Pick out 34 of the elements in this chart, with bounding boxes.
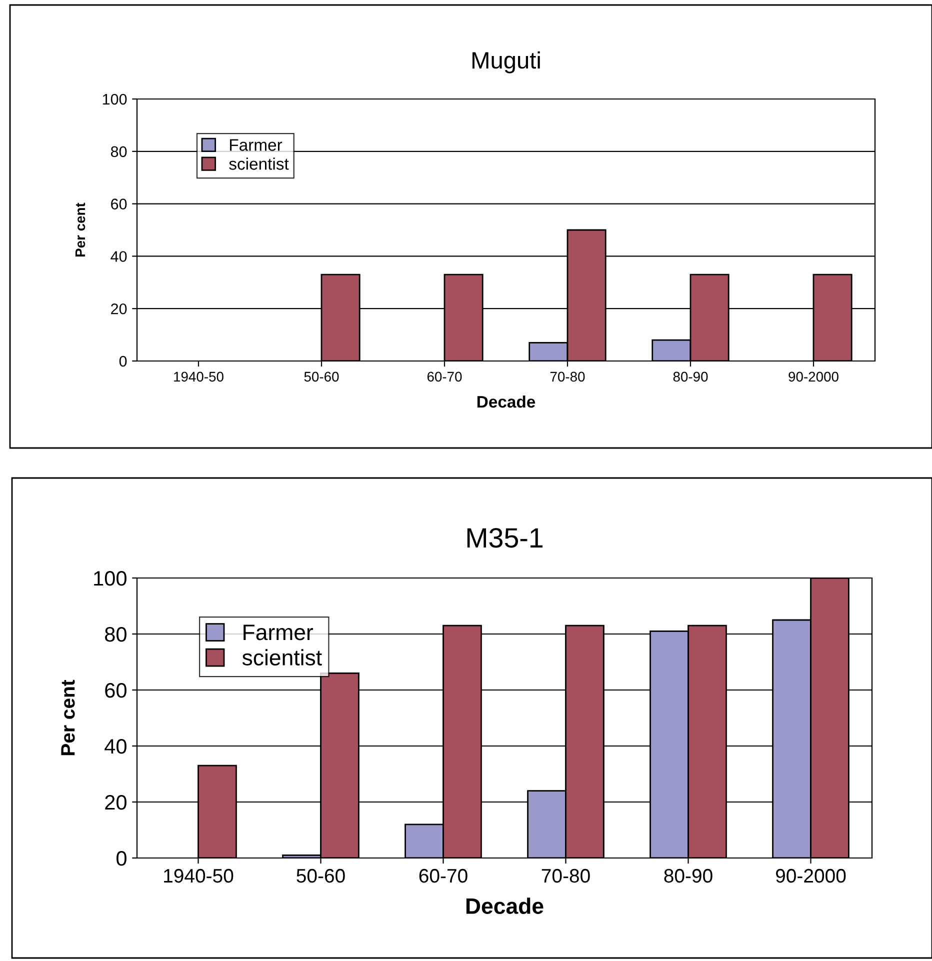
x-tick-label: 1940-50: [164, 868, 234, 883]
legend-label: scientist: [242, 649, 322, 666]
y-tick-label: 60: [105, 683, 126, 698]
x-tick-label: 80-90: [673, 372, 708, 382]
y-tick-label: 80: [110, 146, 127, 158]
y-tick-label: 0: [119, 356, 127, 367]
x-axis-title: Decade: [477, 395, 536, 408]
y-tick-label: 20: [111, 303, 127, 314]
y-axis-title: Per cent: [61, 680, 75, 756]
chart-title: Muguti: [472, 51, 540, 74]
y-tick-label: 40: [104, 739, 126, 754]
x-axis-title: Decade: [466, 898, 544, 914]
x-tick-label: 80-90: [664, 868, 712, 883]
y-tick-label: 60: [111, 198, 127, 210]
x-tick-label: 70-80: [542, 868, 590, 883]
y-axis-title: Per cent: [75, 202, 86, 256]
x-tick-label: 70-80: [550, 372, 585, 382]
x-tick-label: 60-70: [419, 868, 468, 883]
y-tick-label: 0: [116, 851, 126, 866]
y-tick-label: 20: [105, 795, 126, 810]
y-tick-label: 100: [94, 571, 126, 586]
legend-label: scientist: [229, 158, 289, 170]
x-tick-label: 60-70: [427, 372, 462, 382]
y-tick-label: 40: [110, 251, 127, 262]
chart-title: M35-1: [467, 528, 543, 548]
x-tick-label: 90-2000: [788, 372, 838, 382]
legend-label: Farmer: [230, 139, 282, 151]
x-tick-label: 50-60: [296, 868, 345, 883]
legend-label: Farmer: [244, 624, 314, 640]
y-tick-label: 80: [105, 627, 126, 642]
x-tick-label: 90-2000: [776, 868, 846, 883]
x-tick-label: 1940-50: [174, 372, 224, 382]
x-tick-label: 50-60: [304, 372, 339, 382]
y-tick-label: 100: [102, 94, 127, 105]
